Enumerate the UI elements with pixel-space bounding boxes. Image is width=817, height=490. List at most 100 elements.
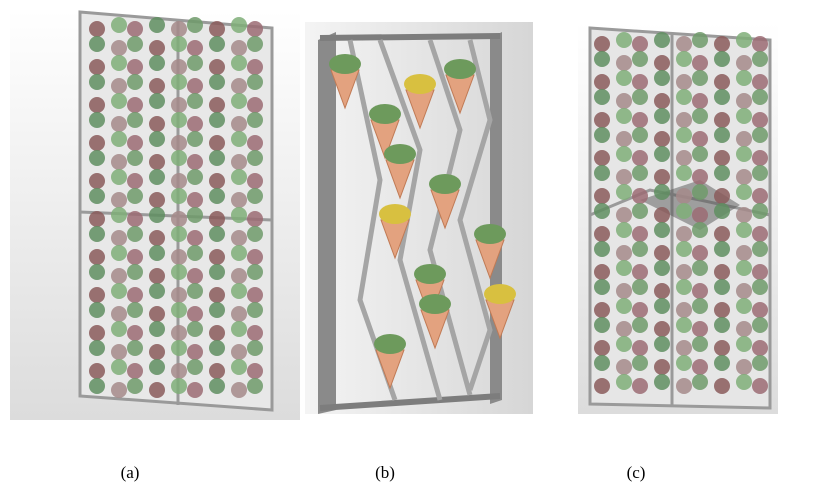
plant: [209, 135, 225, 151]
plant: [736, 222, 752, 238]
plant: [594, 112, 610, 128]
plant: [171, 173, 187, 189]
plant: [676, 264, 692, 280]
plant: [692, 55, 708, 71]
plant: [247, 302, 263, 318]
plant: [247, 249, 263, 265]
plant: [654, 169, 670, 185]
plant: [384, 144, 416, 164]
plant: [127, 249, 143, 265]
plant: [654, 321, 670, 337]
plant: [676, 241, 692, 257]
plant: [209, 302, 225, 318]
plant: [149, 321, 165, 337]
plant: [149, 40, 165, 56]
plant: [594, 264, 610, 280]
plant: [209, 264, 225, 280]
plant: [149, 169, 165, 185]
plant: [127, 211, 143, 227]
plant: [752, 127, 768, 143]
plant: [149, 78, 165, 94]
plant: [111, 116, 127, 132]
plant: [247, 188, 263, 204]
plant: [111, 321, 127, 337]
plant: [111, 78, 127, 94]
plant: [594, 203, 610, 219]
plant: [111, 93, 127, 109]
plant: [654, 55, 670, 71]
plant: [676, 188, 692, 204]
plant: [632, 203, 648, 219]
plant: [127, 264, 143, 280]
plant: [616, 245, 632, 261]
plant: [149, 230, 165, 246]
plant: [692, 321, 708, 337]
plant: [127, 302, 143, 318]
plant: [654, 184, 670, 200]
plant: [594, 127, 610, 143]
plant: [187, 154, 203, 170]
plant: [127, 59, 143, 75]
plant: [616, 55, 632, 71]
plant: [171, 264, 187, 280]
plant: [632, 340, 648, 356]
plant: [676, 226, 692, 242]
plant: [209, 173, 225, 189]
plant: [736, 32, 752, 48]
plant: [654, 222, 670, 238]
plant: [632, 355, 648, 371]
plant: [594, 378, 610, 394]
plant: [171, 302, 187, 318]
plant: [714, 203, 730, 219]
plant: [149, 245, 165, 261]
plant: [247, 211, 263, 227]
plant: [171, 188, 187, 204]
plant: [632, 378, 648, 394]
plant: [752, 188, 768, 204]
plant: [616, 70, 632, 86]
plant: [247, 135, 263, 151]
strut: [377, 39, 443, 401]
plant: [171, 150, 187, 166]
plant: [89, 36, 105, 52]
plant: [676, 74, 692, 90]
plant: [616, 336, 632, 352]
plant: [594, 74, 610, 90]
plant: [209, 188, 225, 204]
plant: [149, 116, 165, 132]
plant: [149, 17, 165, 33]
plant: [714, 317, 730, 333]
plant: [171, 112, 187, 128]
plant: [714, 165, 730, 181]
plant: [89, 287, 105, 303]
plant: [484, 284, 516, 304]
plant: [692, 283, 708, 299]
plant: [231, 382, 247, 398]
plant: [231, 169, 247, 185]
plant: [736, 298, 752, 314]
plant: [714, 340, 730, 356]
plant: [187, 169, 203, 185]
plant: [594, 150, 610, 166]
plant: [616, 222, 632, 238]
plant: [89, 112, 105, 128]
plant: [692, 131, 708, 147]
plant: [616, 321, 632, 337]
plant: [594, 317, 610, 333]
plant: [444, 59, 476, 79]
plant: [654, 108, 670, 124]
plant: [752, 203, 768, 219]
plant: [111, 230, 127, 246]
plant: [247, 378, 263, 394]
plant: [736, 260, 752, 276]
plant: [676, 89, 692, 105]
plant: [404, 74, 436, 94]
plant: [654, 245, 670, 261]
plant: [149, 55, 165, 71]
plant: [692, 207, 708, 223]
plant: [752, 355, 768, 371]
plant: [692, 184, 708, 200]
plant: [714, 241, 730, 257]
plant: [692, 336, 708, 352]
